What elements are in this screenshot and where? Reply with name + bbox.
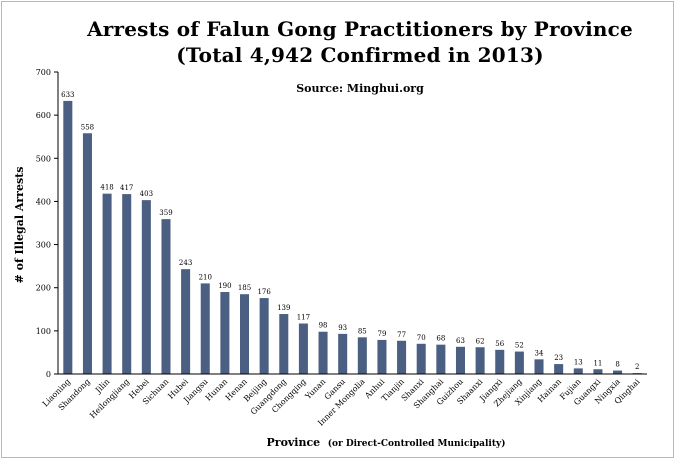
bar-value-label: 98 bbox=[319, 322, 328, 330]
x-axis-label: Province (or Direct-Controlled Municipal… bbox=[267, 436, 506, 449]
bar bbox=[102, 193, 112, 374]
bar bbox=[200, 283, 210, 374]
bar-value-label: 34 bbox=[535, 349, 544, 357]
bar-value-label: 52 bbox=[515, 342, 524, 350]
x-axis-label-main: Province bbox=[267, 436, 321, 449]
bar bbox=[141, 200, 151, 374]
bar-value-label: 185 bbox=[238, 284, 251, 292]
bar-value-label: 79 bbox=[377, 330, 386, 338]
bar-value-label: 176 bbox=[257, 288, 271, 296]
bar bbox=[82, 133, 92, 374]
bar-value-label: 63 bbox=[456, 337, 465, 345]
bar-value-label: 418 bbox=[100, 184, 113, 192]
y-tick-label: 700 bbox=[36, 68, 51, 77]
bar-value-label: 117 bbox=[297, 314, 310, 322]
bar bbox=[475, 347, 485, 374]
bar bbox=[63, 100, 73, 375]
bar-value-label: 558 bbox=[81, 123, 94, 131]
chart-title: Arrests of Falun Gong Practitioners by P… bbox=[60, 16, 660, 68]
bar bbox=[338, 333, 348, 374]
bar-value-label: 85 bbox=[358, 327, 367, 335]
bar-value-label: 2 bbox=[635, 363, 639, 371]
bar-value-label: 8 bbox=[615, 361, 619, 369]
bar bbox=[455, 346, 465, 374]
bar-value-label: 139 bbox=[277, 304, 290, 312]
y-axis-label: # of Illegal Arrests bbox=[13, 167, 26, 284]
y-tick-label: 200 bbox=[36, 284, 51, 293]
bar bbox=[279, 314, 289, 374]
bar-value-label: 633 bbox=[61, 91, 74, 99]
bar bbox=[240, 294, 250, 374]
bar-value-label: 23 bbox=[554, 354, 563, 362]
bar bbox=[416, 343, 426, 374]
bar-value-label: 11 bbox=[593, 359, 602, 367]
bar bbox=[220, 292, 230, 374]
chart-title-line2: (Total 4,942 Confirmed in 2013) bbox=[176, 43, 544, 67]
bar bbox=[613, 370, 623, 374]
x-tick-label: Yunan bbox=[303, 377, 328, 402]
bar bbox=[397, 340, 407, 374]
bar-value-label: 243 bbox=[179, 259, 192, 267]
bar bbox=[514, 351, 524, 374]
bar bbox=[534, 359, 544, 374]
y-tick-label: 600 bbox=[36, 111, 51, 120]
y-tick-label: 0 bbox=[46, 370, 51, 379]
bar bbox=[181, 269, 191, 374]
y-tick-label: 100 bbox=[36, 327, 51, 336]
bar-value-label: 70 bbox=[417, 334, 426, 342]
bar bbox=[318, 331, 328, 374]
chart-source: Source: Minghui.org bbox=[296, 82, 424, 95]
bar bbox=[161, 219, 171, 374]
bar bbox=[554, 364, 564, 374]
bar-value-label: 62 bbox=[476, 337, 485, 345]
bar-value-label: 93 bbox=[338, 324, 347, 332]
bar-value-label: 359 bbox=[159, 209, 172, 217]
bar-value-label: 56 bbox=[495, 340, 504, 348]
bar bbox=[259, 298, 269, 374]
chart-title-line1: Arrests of Falun Gong Practitioners by P… bbox=[87, 17, 633, 41]
bar bbox=[593, 369, 603, 374]
y-tick-label: 400 bbox=[36, 197, 51, 206]
bar-value-label: 68 bbox=[436, 335, 445, 343]
y-tick-label: 300 bbox=[36, 241, 51, 250]
bar-value-label: 417 bbox=[120, 184, 133, 192]
bar-value-label: 13 bbox=[574, 358, 583, 366]
x-axis-label-note: (or Direct-Controlled Municipality) bbox=[328, 438, 506, 449]
bar bbox=[377, 339, 387, 374]
bar bbox=[436, 344, 446, 374]
bar bbox=[495, 349, 505, 374]
y-tick-label: 500 bbox=[36, 154, 51, 163]
bar bbox=[573, 368, 583, 374]
bar-value-label: 403 bbox=[140, 190, 153, 198]
bar-value-label: 210 bbox=[199, 273, 212, 281]
y-axis: 0 100 200 300 400 500 600 700 bbox=[36, 68, 59, 379]
bar bbox=[357, 337, 367, 374]
bar-value-label: 77 bbox=[397, 331, 406, 339]
bar bbox=[122, 194, 132, 374]
bar bbox=[298, 323, 308, 374]
bar-value-label: 190 bbox=[218, 282, 231, 290]
